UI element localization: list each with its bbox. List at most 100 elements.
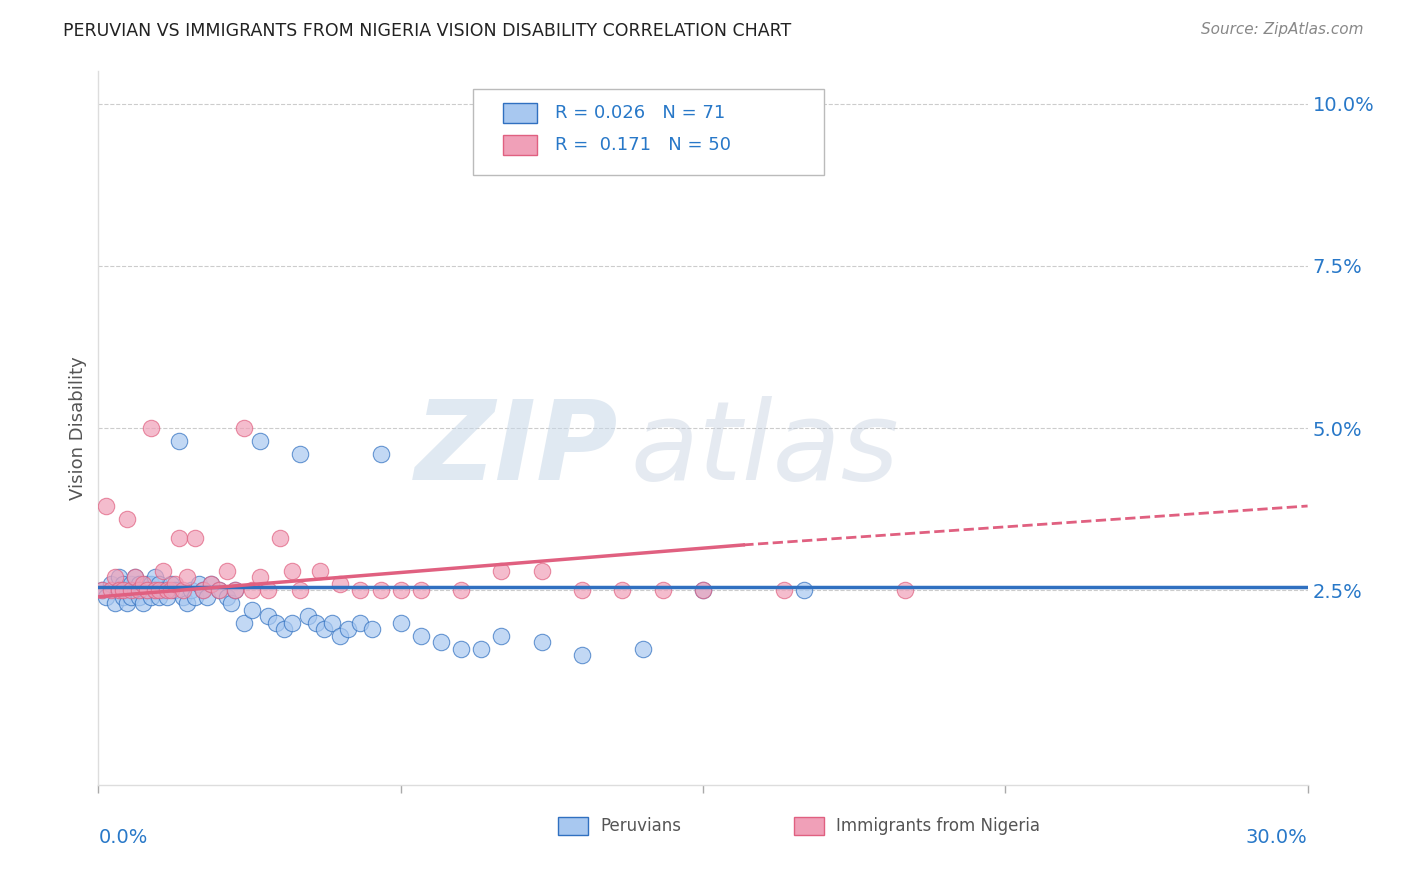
Point <box>200 577 222 591</box>
Point <box>115 583 138 598</box>
Point <box>115 512 138 526</box>
Point <box>176 570 198 584</box>
Point <box>349 583 371 598</box>
Point <box>793 583 815 598</box>
Point <box>156 590 179 604</box>
Point <box>193 583 215 598</box>
Point <box>491 564 513 578</box>
Point <box>128 577 150 591</box>
Point <box>337 622 360 636</box>
Point <box>264 615 287 630</box>
Point <box>91 583 114 598</box>
Point <box>370 583 392 598</box>
Point <box>111 583 134 598</box>
Point <box>249 570 271 584</box>
Point <box>111 590 134 604</box>
Point <box>389 583 412 598</box>
Point <box>349 615 371 630</box>
Point <box>96 499 118 513</box>
Point <box>180 583 202 598</box>
Point <box>571 583 593 598</box>
Point <box>91 583 114 598</box>
Point <box>256 609 278 624</box>
Text: Peruvians: Peruvians <box>600 817 682 835</box>
Point <box>224 583 246 598</box>
Point <box>107 583 129 598</box>
Point <box>651 583 673 598</box>
Point <box>530 635 553 649</box>
Point <box>288 447 311 461</box>
Point <box>120 590 142 604</box>
Point <box>692 583 714 598</box>
Point <box>120 583 142 598</box>
Point <box>132 577 155 591</box>
Point <box>143 583 166 598</box>
Text: R = 0.026   N = 71: R = 0.026 N = 71 <box>555 104 725 122</box>
Point <box>240 583 263 598</box>
Text: atlas: atlas <box>630 396 898 503</box>
Point <box>103 570 125 584</box>
Point <box>200 577 222 591</box>
Point <box>132 596 155 610</box>
Point <box>96 590 118 604</box>
Point <box>249 434 271 449</box>
FancyBboxPatch shape <box>793 817 824 835</box>
Text: Source: ZipAtlas.com: Source: ZipAtlas.com <box>1201 22 1364 37</box>
Point <box>430 635 453 649</box>
Point <box>124 570 146 584</box>
Point <box>193 583 215 598</box>
Point <box>530 564 553 578</box>
Point <box>120 577 142 591</box>
Point <box>100 577 122 591</box>
Point <box>208 583 231 598</box>
Point <box>612 155 634 169</box>
Point <box>135 577 157 591</box>
Point <box>305 615 328 630</box>
Point <box>288 583 311 598</box>
Point <box>167 532 190 546</box>
Point <box>115 596 138 610</box>
Point <box>184 532 207 546</box>
Point <box>139 577 162 591</box>
Point <box>103 596 125 610</box>
Point <box>172 583 194 598</box>
Point <box>281 615 304 630</box>
Point <box>221 596 243 610</box>
FancyBboxPatch shape <box>503 135 537 155</box>
Point <box>470 641 492 656</box>
Point <box>314 622 336 636</box>
Point <box>188 577 211 591</box>
Point <box>152 583 174 598</box>
Point <box>612 583 634 598</box>
Y-axis label: Vision Disability: Vision Disability <box>69 356 87 500</box>
Point <box>163 583 186 598</box>
Point <box>143 583 166 598</box>
Point <box>143 570 166 584</box>
Point <box>160 583 183 598</box>
Point <box>152 564 174 578</box>
Point <box>309 564 332 578</box>
Point <box>409 629 432 643</box>
Point <box>256 583 278 598</box>
Point <box>361 622 384 636</box>
Point <box>111 577 134 591</box>
Point <box>107 583 129 598</box>
Text: R =  0.171   N = 50: R = 0.171 N = 50 <box>555 136 731 153</box>
Text: 30.0%: 30.0% <box>1246 828 1308 847</box>
Point <box>240 603 263 617</box>
Text: ZIP: ZIP <box>415 396 619 503</box>
Point <box>389 615 412 630</box>
Point <box>167 434 190 449</box>
Point <box>163 577 186 591</box>
Point <box>148 583 170 598</box>
Point <box>124 583 146 598</box>
Point <box>217 564 239 578</box>
FancyBboxPatch shape <box>558 817 588 835</box>
Point <box>370 447 392 461</box>
Point <box>139 421 162 435</box>
Point <box>148 590 170 604</box>
Point <box>692 583 714 598</box>
Point <box>132 583 155 598</box>
Point <box>631 641 654 656</box>
Point <box>269 532 291 546</box>
